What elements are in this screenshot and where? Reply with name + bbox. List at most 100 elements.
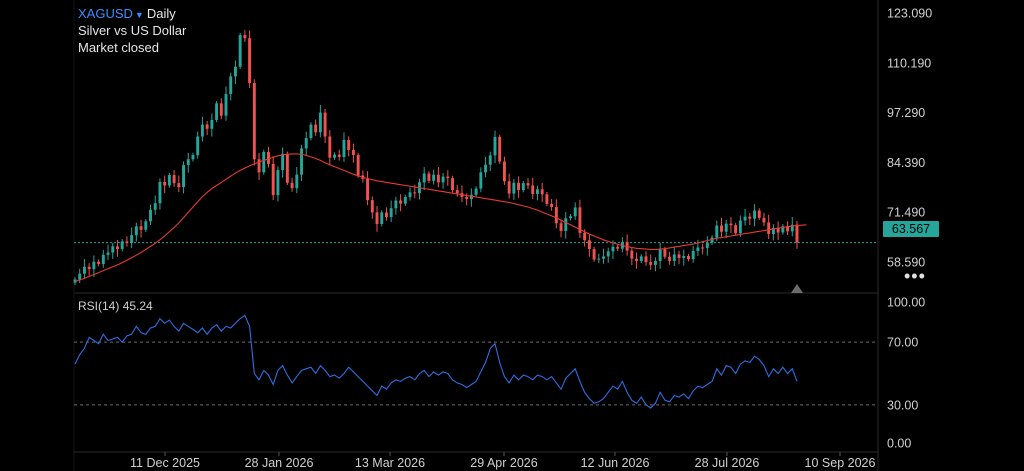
candle: [134, 222, 138, 242]
more-options-icon[interactable]: •••: [904, 266, 926, 286]
candle: [318, 104, 322, 138]
candle: [734, 222, 738, 236]
candle: [285, 151, 289, 186]
candle: [554, 199, 558, 229]
candle: [337, 149, 341, 161]
candle-body: [125, 241, 129, 243]
rsi-axis-label: 30.00: [887, 398, 918, 412]
candle-body: [602, 256, 605, 259]
candle-body: [616, 246, 620, 249]
candle-body: [611, 246, 615, 252]
candle-body: [172, 175, 176, 184]
candle-body: [210, 119, 214, 129]
candle-body: [87, 266, 91, 270]
candle-body: [116, 246, 119, 250]
candle: [521, 180, 525, 193]
candle: [384, 207, 388, 221]
candle-body: [337, 154, 341, 157]
candle: [158, 178, 162, 210]
candle: [290, 177, 294, 192]
candle: [474, 186, 478, 198]
candle: [781, 224, 785, 235]
candle-body: [526, 183, 530, 186]
candle: [786, 221, 790, 235]
price-axis-label: 97.290: [887, 106, 925, 120]
candle: [342, 132, 346, 162]
candle: [587, 233, 591, 257]
candle: [625, 234, 629, 256]
candle-body: [422, 173, 426, 183]
candle: [248, 30, 252, 88]
candle-body: [668, 256, 672, 262]
candle: [370, 196, 374, 219]
date-axis-label: 10 Sep 2026: [805, 456, 876, 470]
candle-body: [380, 212, 384, 225]
price-axis-label: 71.490: [887, 206, 925, 220]
candle-body: [701, 247, 705, 249]
candle-body: [786, 226, 790, 232]
candle-body: [366, 178, 370, 201]
candle-body: [795, 224, 799, 243]
candle-body: [677, 254, 681, 258]
candle-body: [724, 223, 728, 232]
candle: [517, 176, 521, 198]
candle: [762, 212, 766, 227]
candle: [559, 219, 563, 238]
candle-body: [248, 38, 252, 83]
rsi-indicator-label[interactable]: RSI(14) 45.24: [78, 299, 153, 313]
candle-body: [715, 225, 719, 238]
candle: [635, 252, 639, 269]
candle: [512, 179, 516, 200]
candle-body: [488, 155, 492, 165]
candle-body: [550, 203, 554, 208]
candle: [545, 192, 549, 207]
candle-body: [300, 148, 303, 175]
rsi-line: [74, 314, 798, 409]
candle-body: [498, 136, 502, 162]
symbol-header[interactable]: XAGUSD ▼ Daily: [78, 5, 176, 24]
candle-body: [219, 103, 223, 116]
candle: [644, 251, 648, 266]
candle-body: [540, 189, 544, 195]
candle: [550, 198, 554, 211]
candle: [767, 214, 771, 240]
price-axis-label: 110.190: [887, 56, 931, 70]
candle: [78, 268, 82, 284]
candle-body: [630, 250, 634, 259]
candle: [262, 149, 266, 175]
candle: [101, 249, 105, 268]
candle: [418, 178, 421, 200]
candle: [507, 173, 511, 199]
candle-body: [318, 112, 322, 133]
candle: [153, 195, 157, 215]
candle-body: [705, 242, 709, 248]
candle: [535, 185, 539, 201]
candle: [144, 218, 148, 233]
symbol-name[interactable]: XAGUSD: [78, 6, 133, 21]
rsi-value: 45.24: [122, 299, 153, 313]
candle: [460, 185, 464, 203]
candle-body: [762, 217, 766, 223]
candle: [592, 246, 596, 262]
candle: [238, 32, 242, 70]
dropdown-triangle-icon[interactable]: ▼: [134, 10, 144, 20]
market-status: Market closed: [78, 40, 159, 55]
candle-body: [535, 189, 539, 194]
instrument-description: Silver vs US Dollar: [78, 23, 187, 38]
candle: [479, 167, 483, 193]
candle-body: [479, 172, 483, 189]
candle: [432, 169, 436, 185]
candle-body: [177, 183, 181, 188]
candle-body: [512, 182, 516, 194]
candle-body: [276, 170, 280, 196]
candle: [82, 259, 86, 279]
candle-body: [748, 216, 752, 219]
candle-body: [691, 250, 695, 260]
candle-body: [696, 247, 700, 251]
candle-body: [790, 224, 794, 232]
candle: [691, 245, 695, 263]
candle-body: [229, 76, 233, 95]
candle: [672, 246, 676, 267]
rsi-axis-label: 70.00: [887, 336, 918, 350]
